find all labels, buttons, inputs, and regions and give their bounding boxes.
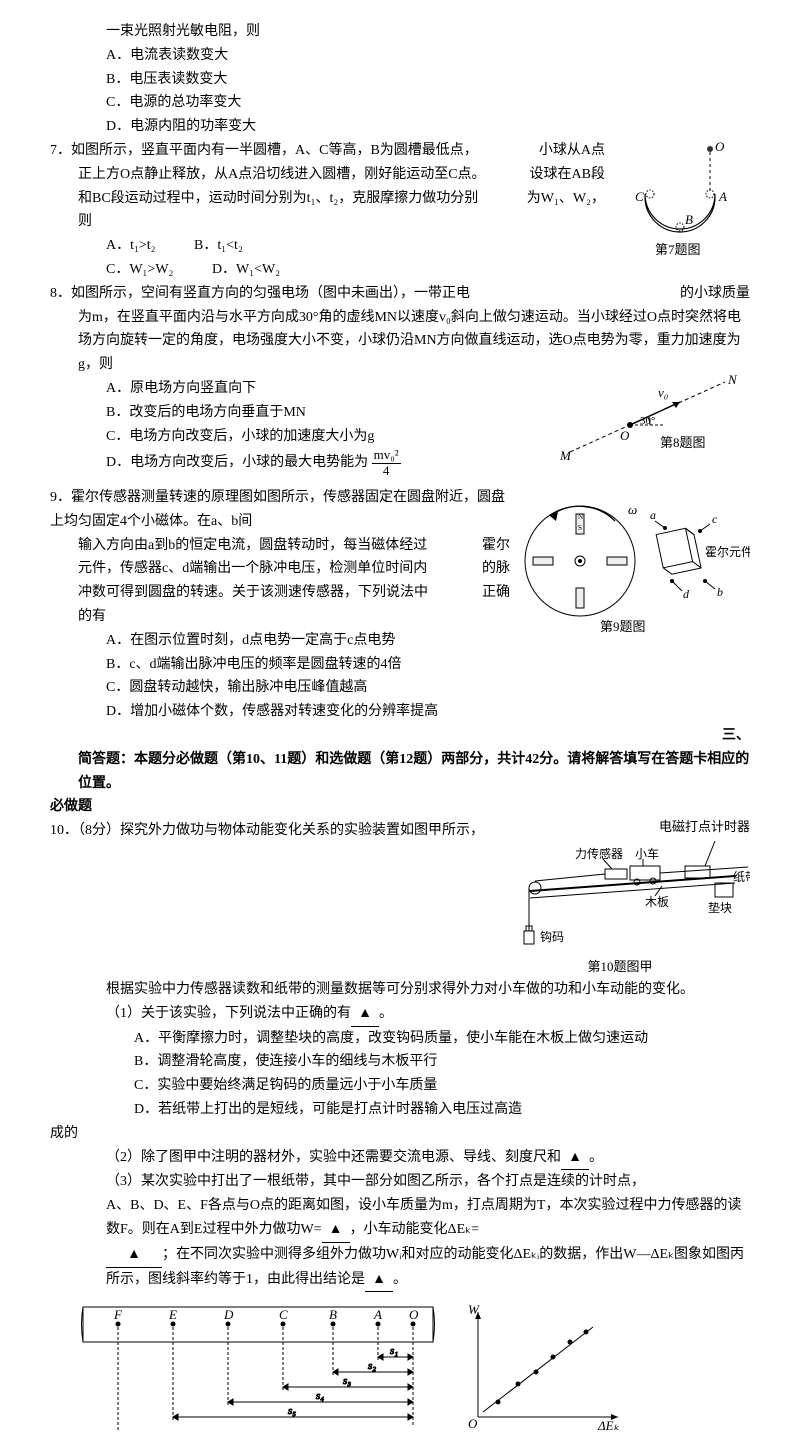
q10-opt-d: D．若纸带上打出的是短线，可能是打点计时器输入电压过高造 xyxy=(50,1098,750,1122)
svg-text:O: O xyxy=(620,428,630,443)
q8-figure: M N O v₀ 30° 第8题图 xyxy=(550,372,750,467)
q10-opt-b: B．调整滑轮高度，使连接小车的细线与木板平行 xyxy=(50,1050,750,1074)
q7-opt-c: C．W₁>W₂ xyxy=(106,258,173,282)
q7-num: 7． xyxy=(50,143,71,158)
svg-text:ω: ω xyxy=(628,502,637,517)
q10-graph-figure: W ΔEₖ O xyxy=(458,1302,628,1432)
svg-text:霍尔元件: 霍尔元件 xyxy=(705,544,750,559)
q10-figure: 电磁打点计时器 垫块 小车 力传感器 纸带 钩码 木板 第10题图 xyxy=(490,819,750,978)
svg-text:A: A xyxy=(718,189,727,204)
q9-opt-c: C．圆盘转动越快，输出脉冲电压峰值越高 xyxy=(50,676,750,700)
q9-opt-b: B．c、d端输出脉冲电压的频率是圆盘转速的4倍 xyxy=(50,653,750,677)
svg-text:ΔEₖ: ΔEₖ xyxy=(597,1418,620,1432)
svg-text:S: S xyxy=(578,524,582,532)
q-pre-opt-b: B．电压表读数变大 xyxy=(50,68,750,92)
svg-text:b: b xyxy=(717,585,723,599)
q7-opt-d: D．W₁<W₂ xyxy=(212,258,280,282)
q-pre-opt-a: A．电流表读数变大 xyxy=(50,44,750,68)
svg-text:c: c xyxy=(712,512,718,526)
q10-opt-a: A．平衡摩擦力时，调整垫块的高度，改变钩码质量，使小车能在木板上做匀速运动 xyxy=(50,1027,750,1051)
svg-text:纸带: 纸带 xyxy=(733,870,750,884)
svg-text:B: B xyxy=(329,1307,337,1322)
svg-text:A: A xyxy=(373,1307,382,1322)
svg-text:s₄: s₄ xyxy=(316,1390,324,1402)
q-pre-opt-c: C．电源的总功率变大 xyxy=(50,91,750,115)
svg-text:第9题图: 第9题图 xyxy=(600,619,646,634)
svg-text:B: B xyxy=(685,212,693,227)
q8-num: 8． xyxy=(50,286,71,301)
svg-text:C: C xyxy=(635,189,644,204)
q-pre-stem: 一束光照射光敏电阻，则 xyxy=(50,20,750,44)
svg-text:O: O xyxy=(468,1416,478,1431)
svg-text:O: O xyxy=(409,1307,419,1322)
q9-num: 9． xyxy=(50,490,71,505)
svg-text:v₀: v₀ xyxy=(658,385,668,400)
q10-sub2: （2）除了图甲中注明的器材外，实验中还需要交流电源、导线、刻度尺和▲。 xyxy=(50,1146,750,1171)
svg-text:s₃: s₃ xyxy=(343,1375,351,1387)
svg-text:C: C xyxy=(279,1307,288,1322)
svg-text:W: W xyxy=(468,1302,480,1317)
q9-figure: SN ω a b c d 霍尔元件 第9题图 xyxy=(510,486,750,636)
svg-text:s₁: s₁ xyxy=(390,1345,398,1357)
svg-text:M: M xyxy=(559,448,572,463)
svg-text:第8题图: 第8题图 xyxy=(660,435,706,450)
q7-opt-b: B．t₁<t₂ xyxy=(194,234,243,258)
svg-text:F: F xyxy=(113,1307,123,1322)
svg-text:s₅: s₅ xyxy=(288,1405,296,1417)
section3-title: 简答题：本题分必做题（第10、11题）和选做题（第12题）两部分，共计42分。请… xyxy=(50,748,750,796)
svg-text:E: E xyxy=(168,1307,177,1322)
svg-text:N: N xyxy=(578,513,583,521)
sec3-num: 三、 xyxy=(50,724,750,748)
svg-text:钩码: 钩码 xyxy=(540,930,564,944)
q10-num: 10． xyxy=(50,823,78,838)
section3-sub: 必做题 xyxy=(50,795,750,819)
q10-sub1: （1）关于该实验，下列说法中正确的有▲。 xyxy=(50,1002,750,1027)
svg-text:30°: 30° xyxy=(640,415,655,427)
q7-opt-a: A．t₁>t₂ xyxy=(106,234,156,258)
q10-bottom-figures: F E D C B A O s₁ s₂ s₃ s₄ s₅ xyxy=(50,1302,750,1432)
svg-text:a: a xyxy=(650,508,656,522)
q10-opt-c: C．实验中要始终满足钩码的质量远小于小车质量 xyxy=(50,1074,750,1098)
q10-sub3: （3）某次实验中打出了一根纸带，其中一部分如图乙所示，各个打点是连续的计时点， … xyxy=(50,1170,750,1292)
svg-text:小车: 小车 xyxy=(635,846,659,861)
q-pre-opt-d: D．电源内阻的功率变大 xyxy=(50,115,750,139)
svg-text:s₂: s₂ xyxy=(368,1360,376,1372)
q7-options-row2: C．W₁>W₂ D．W₁<W₂ xyxy=(50,258,750,282)
svg-text:d: d xyxy=(683,587,690,601)
q7-figure: O A C B 第7题图 xyxy=(610,139,750,259)
q7-label-o: O xyxy=(715,139,725,154)
q10-opt-d-cont: 成的 xyxy=(50,1122,750,1146)
q10-tape-figure: F E D C B A O s₁ s₂ s₃ s₄ s₅ xyxy=(78,1302,438,1432)
q8: 8．如图所示，空间有竖直方向的匀强电场（图中未画出），一带正电 的小球质量 为m… xyxy=(50,282,750,377)
svg-text:力传感器: 力传感器 xyxy=(575,846,623,861)
q9-opt-d: D．增加小磁体个数，传感器对转速变化的分辨率提高 xyxy=(50,700,750,724)
svg-text:木板: 木板 xyxy=(645,895,669,909)
svg-text:D: D xyxy=(223,1307,234,1322)
svg-text:垫块: 垫块 xyxy=(708,900,732,915)
q7-caption: 第7题图 xyxy=(655,242,701,257)
